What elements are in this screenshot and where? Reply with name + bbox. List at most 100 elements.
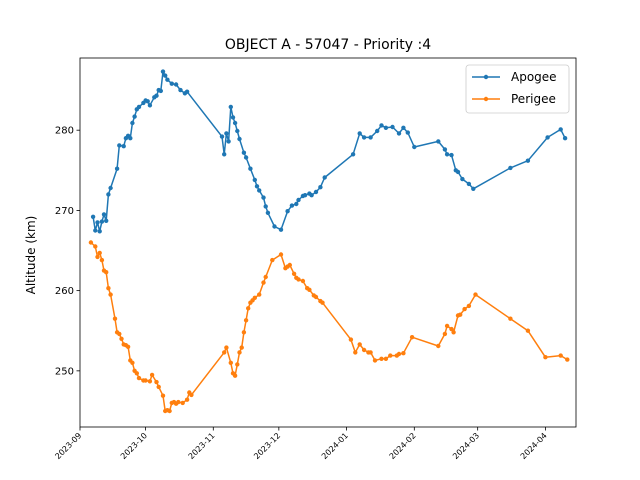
perigee-point (95, 254, 100, 260)
apogee-point (160, 69, 166, 74)
apogee-point (121, 144, 126, 149)
x-tick-label: 2024-04 (519, 431, 549, 461)
perigee-point (383, 356, 389, 361)
legend: Apogee Perigee (465, 64, 570, 114)
apogee-point (145, 99, 150, 104)
perigee-point (263, 274, 268, 280)
apogee-point (222, 152, 227, 157)
perigee-point (136, 375, 142, 381)
apogee-point (379, 123, 384, 128)
perigee-point (232, 373, 238, 378)
perigee-point (252, 295, 257, 300)
apogee-point (132, 114, 137, 119)
apogee-point (401, 125, 406, 130)
perigee-point (287, 262, 292, 268)
apogee-point (285, 209, 290, 214)
apogee-point (289, 203, 295, 208)
perigee-point (112, 316, 118, 321)
plot-frame (79, 57, 577, 428)
perigee-point (134, 371, 139, 376)
perigee-point (261, 280, 266, 285)
perigee-point (458, 312, 463, 317)
x-tick-label: 2023-12 (252, 431, 282, 461)
apogee-series (90, 69, 568, 234)
apogee-point (130, 120, 135, 126)
chart-title: OBJECT A - 57047 - Priority :4 (225, 37, 431, 53)
apogee-point (390, 124, 395, 130)
perigee-point (160, 393, 166, 398)
perigee-point (180, 400, 185, 406)
perigee-point (444, 323, 450, 329)
x-axis: 2023-09 2023-10 2023-11 2023-12 2024-01 2024-… (53, 427, 549, 461)
perigee-point (313, 294, 319, 300)
apogee-point (368, 135, 373, 140)
perigee-point (119, 336, 124, 341)
x-tick-label: 2023-10 (119, 431, 149, 461)
apogee-point (241, 150, 247, 155)
perigee-point (320, 300, 325, 305)
perigee-point (222, 350, 227, 355)
legend-label-perigee: Perigee (511, 92, 556, 106)
apogee-point (442, 147, 448, 152)
apogee-point (455, 169, 461, 175)
perigee-point (117, 331, 122, 337)
perigee-point (442, 331, 448, 337)
apogee-point (562, 136, 568, 141)
apogee-point (265, 210, 271, 215)
apogee-point (412, 144, 417, 150)
apogee-point (309, 193, 314, 198)
apogee-point (405, 130, 410, 135)
perigee-point (246, 306, 251, 311)
apogee-point (219, 134, 225, 139)
perigee-point (237, 350, 242, 355)
apogee-point (558, 127, 563, 132)
apogee-point (95, 220, 100, 225)
apogee-point (263, 204, 268, 209)
perigee-point (543, 355, 548, 360)
apogee-point (383, 125, 389, 130)
series-layer (88, 69, 570, 414)
x-tick-label: 2023-09 (53, 431, 83, 461)
perigee-point (235, 362, 240, 367)
apogee-point (466, 181, 472, 187)
apogee-point (254, 184, 260, 189)
perigee-point (379, 356, 384, 361)
perigee-series (88, 240, 570, 414)
perigee-point (130, 360, 135, 365)
apogee-point (117, 143, 122, 148)
perigee-point (104, 270, 109, 275)
perigee-point (88, 240, 94, 245)
apogee-point (108, 185, 113, 191)
perigee-point (436, 343, 441, 349)
y-tick-label: 270 (55, 206, 74, 217)
perigee-point (300, 278, 306, 284)
apogee-point (313, 189, 319, 195)
perigee-point (525, 328, 531, 333)
apogee-point (232, 120, 238, 126)
apogee-point (545, 135, 550, 140)
x-tick-label: 2024-01 (320, 431, 350, 461)
perigee-point (473, 292, 478, 297)
perigee-point (296, 277, 301, 282)
legend-marker-apogee (483, 74, 489, 80)
apogee-point (296, 197, 301, 203)
apogee-point (128, 136, 133, 141)
perigee-point (154, 379, 159, 385)
apogee-point (136, 104, 142, 110)
y-tick-label: 260 (55, 286, 74, 297)
legend-marker-perigee (483, 96, 489, 102)
apogee-point (169, 81, 174, 86)
perigee-point (372, 358, 378, 363)
apogee-point (173, 82, 179, 87)
apogee-point (147, 103, 153, 108)
apogee-point (99, 219, 105, 224)
x-tick-label: 2023-11 (187, 431, 217, 461)
perigee-point (353, 350, 358, 355)
perigee-point (401, 351, 406, 356)
perigee-point (558, 353, 563, 358)
perigee-point (307, 287, 312, 292)
apogee-point (154, 93, 159, 98)
perigee-point (361, 347, 367, 353)
apogee-point (322, 175, 327, 180)
